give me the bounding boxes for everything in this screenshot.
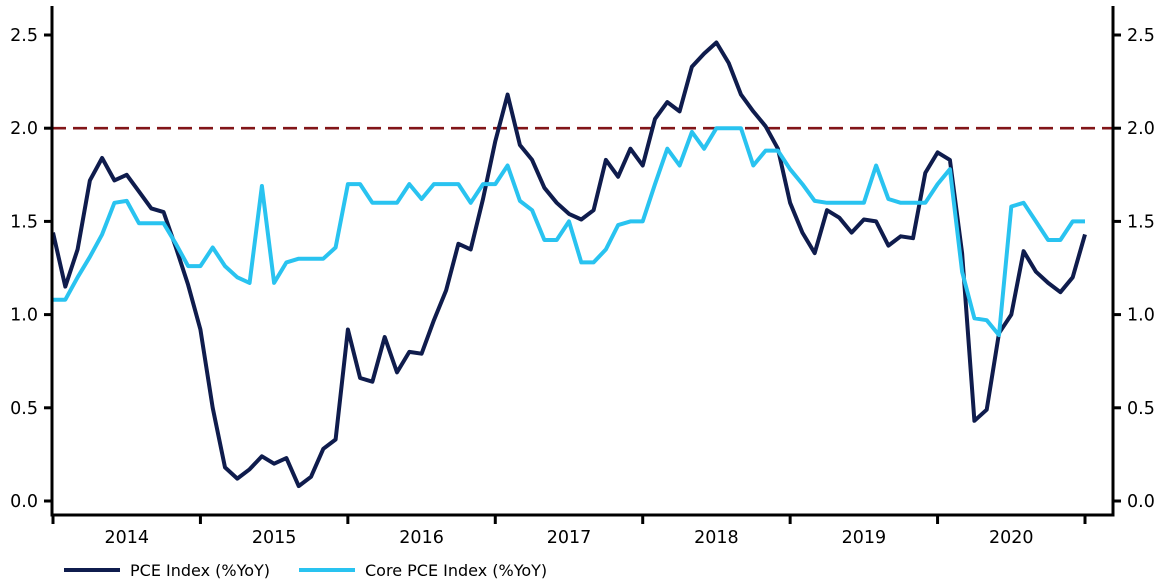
x-tick-label-year: 2019 bbox=[842, 528, 887, 548]
y-tick-label-left: 2.0 bbox=[10, 119, 38, 139]
axis-ticks-and-labels: 0.0 0.0 0.5 0.5 1.0 1.0 1.5 1.5 2.0 2.0 2.5 2.5 2014… bbox=[10, 26, 1155, 548]
legend: PCE Index (%YoY) Core PCE Index (%YoY) bbox=[64, 561, 547, 580]
x-tick-label-year: 2020 bbox=[989, 528, 1034, 548]
legend-label-core-pce: Core PCE Index (%YoY) bbox=[365, 561, 547, 580]
y-tick-label-left: 1.0 bbox=[10, 306, 38, 326]
x-tick-label-year: 2018 bbox=[694, 528, 739, 548]
y-tick-label-left: 2.5 bbox=[10, 26, 38, 46]
y-tick-label-right: 1.5 bbox=[1127, 212, 1155, 232]
y-tick-label-right: 2.5 bbox=[1127, 26, 1155, 46]
x-tick-label-year: 2017 bbox=[547, 528, 592, 548]
y-tick-label-right: 0.0 bbox=[1127, 492, 1155, 512]
series-line-0 bbox=[51, 40, 1087, 489]
series-lines bbox=[51, 40, 1087, 489]
y-tick-label-right: 2.0 bbox=[1127, 119, 1155, 139]
x-tick-label-year: 2016 bbox=[399, 528, 444, 548]
x-tick-label-year: 2014 bbox=[104, 528, 149, 548]
y-tick-label-right: 0.5 bbox=[1127, 399, 1155, 419]
y-tick-label-right: 1.0 bbox=[1127, 306, 1155, 326]
y-tick-label-left: 0.5 bbox=[10, 399, 38, 419]
y-tick-label-left: 1.5 bbox=[10, 212, 38, 232]
x-tick-label-year: 2015 bbox=[252, 528, 297, 548]
series-line-1 bbox=[53, 126, 1085, 338]
legend-label-pce: PCE Index (%YoY) bbox=[130, 561, 270, 580]
y-tick-label-left: 0.0 bbox=[10, 492, 38, 512]
